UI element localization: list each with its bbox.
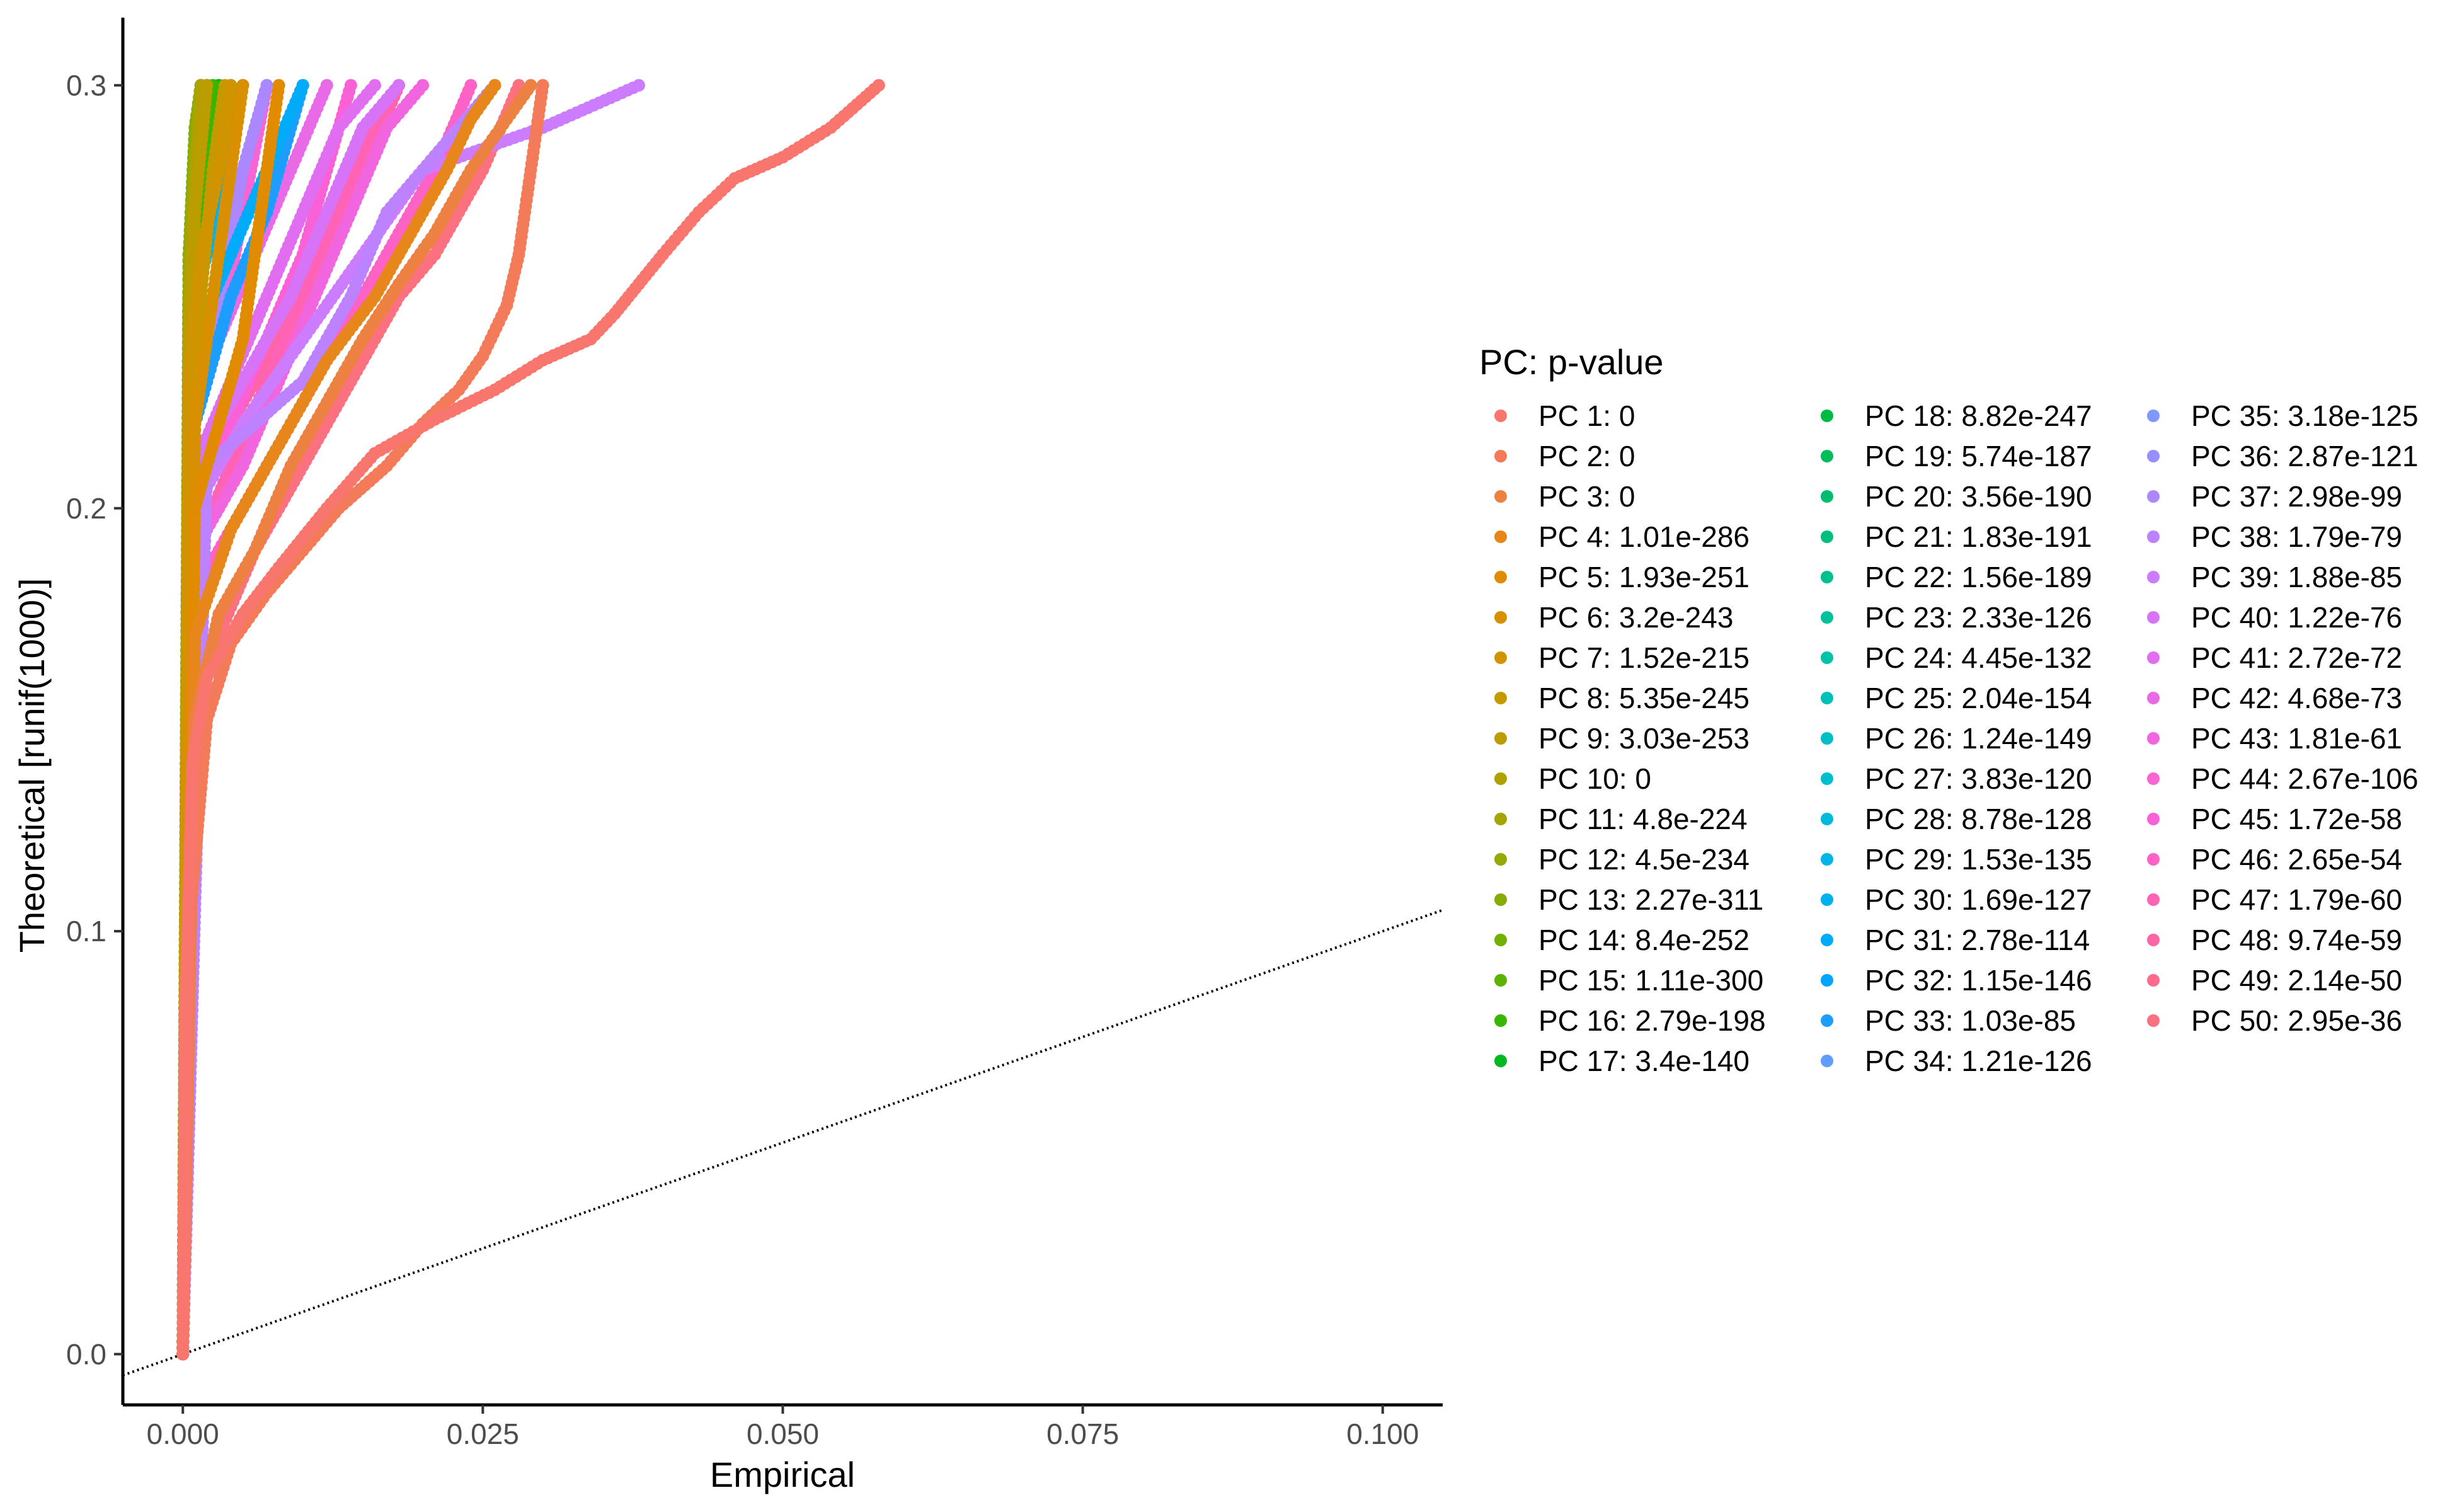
data-point	[633, 79, 645, 92]
data-point	[344, 79, 357, 92]
data-point	[392, 79, 405, 92]
reference-line	[122, 908, 1443, 1377]
data-point	[369, 79, 381, 92]
data-point	[296, 79, 309, 92]
data-point	[320, 79, 333, 92]
data-point	[464, 79, 478, 92]
data-point	[260, 79, 273, 92]
plot-panel	[122, 79, 1443, 1377]
data-point	[416, 79, 430, 92]
